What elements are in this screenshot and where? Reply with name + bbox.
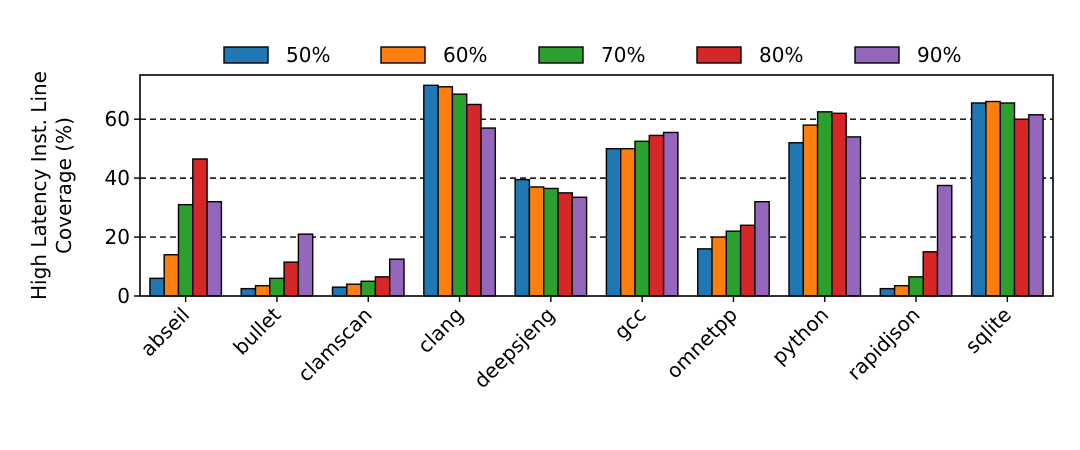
legend-swatch: [380, 46, 426, 64]
bar-abseil-1: [149, 277, 165, 297]
bar-python-1: [788, 142, 805, 297]
bar-rapidjson-2: [893, 284, 910, 297]
bar-abseil-3: [177, 203, 194, 297]
bar-abseil-4: [192, 158, 208, 297]
bar-clang-5: [480, 127, 497, 297]
bar-clamscan-1: [331, 286, 348, 297]
bar-python-5: [845, 136, 862, 297]
bars: [149, 84, 1044, 297]
bar-abseil-5: [206, 201, 223, 297]
legend-swatch: [223, 46, 269, 64]
bar-clang-1: [423, 84, 439, 297]
bar-python-2: [802, 124, 819, 297]
bar-clamscan-5: [389, 258, 405, 297]
y-tick-label: 0: [117, 284, 130, 308]
y-axis-title-line: Coverage (%): [52, 117, 76, 254]
bar-clamscan-3: [360, 280, 377, 297]
x-tick-label: deepsjeng: [469, 303, 559, 393]
x-axis: abseil bullet clamscan clang deepsjeng gcc omn…: [136, 296, 1016, 393]
x-tick-label: bullet: [228, 302, 285, 359]
legend: 50% 60% 70% 80% 90%: [223, 43, 961, 67]
bar-rapidjson-5: [936, 184, 953, 297]
bar-deepsjeng-5: [571, 196, 588, 297]
bar-rapidjson-1: [879, 287, 896, 297]
bar-bullet-2: [254, 284, 271, 297]
bar-clamscan-2: [346, 283, 362, 297]
y-axis-label: High Latency Inst. Line Coverage (%): [27, 71, 76, 300]
bar-omnetpp-4: [739, 224, 756, 297]
bar-bullet-1: [240, 287, 257, 297]
x-tick-label: clang: [413, 303, 468, 358]
bar-abseil-2: [163, 254, 180, 297]
legend-label: 90%: [917, 43, 961, 67]
legend-label: 50%: [286, 43, 330, 67]
bar-omnetpp-5: [754, 201, 770, 297]
bar-gcc-3: [634, 140, 651, 297]
legend-label: 70%: [601, 43, 645, 67]
legend-swatch: [696, 46, 742, 64]
y-axis-title-line: High Latency Inst. Line: [27, 71, 51, 300]
bar-deepsjeng-2: [528, 186, 545, 297]
bar-clang-2: [437, 86, 454, 297]
y-tick-label: 20: [105, 225, 130, 249]
bar-python-3: [816, 111, 833, 297]
bar-sqlite-3: [999, 102, 1016, 297]
x-tick-label: abseil: [136, 303, 195, 362]
gridlines: [140, 118, 1053, 238]
bar-bullet-4: [283, 261, 300, 297]
legend-swatch: [854, 46, 900, 64]
bar-omnetpp-2: [711, 236, 728, 297]
bar-gcc-2: [620, 147, 636, 297]
bar-sqlite-1: [970, 102, 987, 297]
bar-python-4: [831, 112, 847, 297]
y-tick-label: 60: [105, 107, 130, 131]
bar-gcc-1: [605, 147, 622, 297]
legend-label: 60%: [443, 43, 487, 67]
bar-bullet-5: [297, 233, 314, 297]
bar-deepsjeng-3: [543, 187, 559, 297]
bar-gcc-4: [648, 134, 665, 297]
bar-deepsjeng-1: [514, 178, 531, 297]
plot-area-frame: [139, 74, 1054, 297]
bar-omnetpp-1: [697, 248, 713, 297]
bar-clang-4: [466, 103, 482, 297]
bar-clang-3: [451, 93, 468, 297]
bar-deepsjeng-4: [557, 192, 574, 297]
bar-omnetpp-3: [725, 230, 742, 297]
bar-sqlite-5: [1028, 114, 1044, 297]
y-tick-label: 40: [105, 166, 130, 190]
bar-rapidjson-4: [922, 251, 939, 297]
y-axis: 0 20 40 60: [105, 107, 140, 308]
bar-gcc-5: [662, 131, 679, 297]
x-tick-label: gcc: [609, 303, 650, 344]
x-tick-label: rapidjson: [842, 303, 924, 385]
bar-sqlite-4: [1013, 118, 1030, 297]
x-tick-label: python: [767, 303, 833, 369]
x-tick-label: sqlite: [960, 303, 1015, 358]
bar-sqlite-2: [985, 100, 1001, 297]
bar-clamscan-4: [374, 276, 391, 297]
legend-label: 80%: [759, 43, 803, 67]
x-tick-label: clamscan: [293, 303, 377, 387]
x-tick-label: omnetpp: [661, 303, 742, 384]
legend-swatch: [538, 46, 584, 64]
bar-bullet-3: [269, 277, 285, 297]
bar-rapidjson-3: [908, 276, 924, 297]
